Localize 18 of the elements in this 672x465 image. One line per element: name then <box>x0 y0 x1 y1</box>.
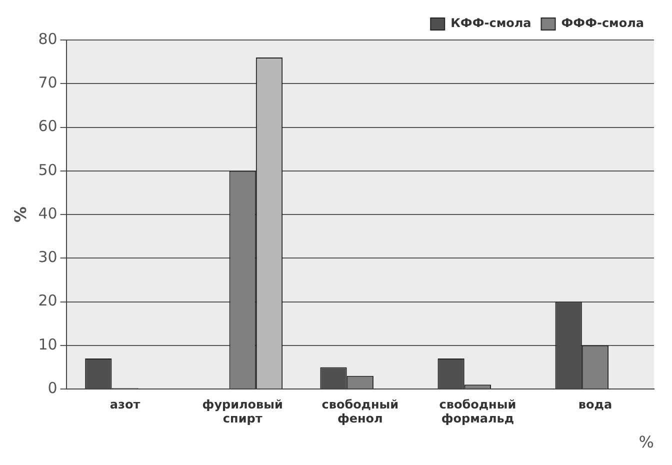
x-tick-label: вода <box>578 397 612 412</box>
y-tick-label: 60 <box>38 117 58 136</box>
y-tick-label: 30 <box>38 248 58 266</box>
x-axis-title: % <box>638 432 654 452</box>
y-tick-label: 80 <box>38 30 58 48</box>
y-axis-title: % <box>10 206 30 223</box>
y-tick-label: 10 <box>38 335 58 354</box>
legend-label: ФФФ-смола <box>561 16 644 30</box>
y-tick-label: 50 <box>38 160 58 179</box>
y-tick-label: 0 <box>48 378 58 397</box>
x-tick-label: свободный формальд <box>439 397 516 426</box>
x-tick-label: фуриловый спирт <box>202 397 283 426</box>
y-tick-label: 40 <box>38 204 58 222</box>
y-tick-label: 70 <box>38 74 58 92</box>
legend-label: КФФ-смола <box>450 16 532 30</box>
x-tick-label: свободный фенол <box>322 397 399 426</box>
y-tick-label: 20 <box>38 292 58 310</box>
x-tick-label: азот <box>110 397 140 412</box>
